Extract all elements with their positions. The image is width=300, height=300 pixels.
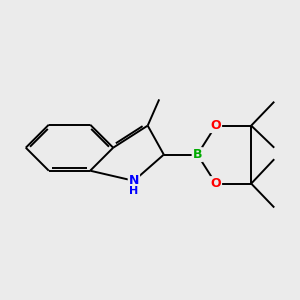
Text: N: N [129,174,139,187]
Text: B: B [193,148,202,161]
Text: H: H [129,186,139,196]
Text: O: O [211,177,221,190]
Text: O: O [211,119,221,132]
